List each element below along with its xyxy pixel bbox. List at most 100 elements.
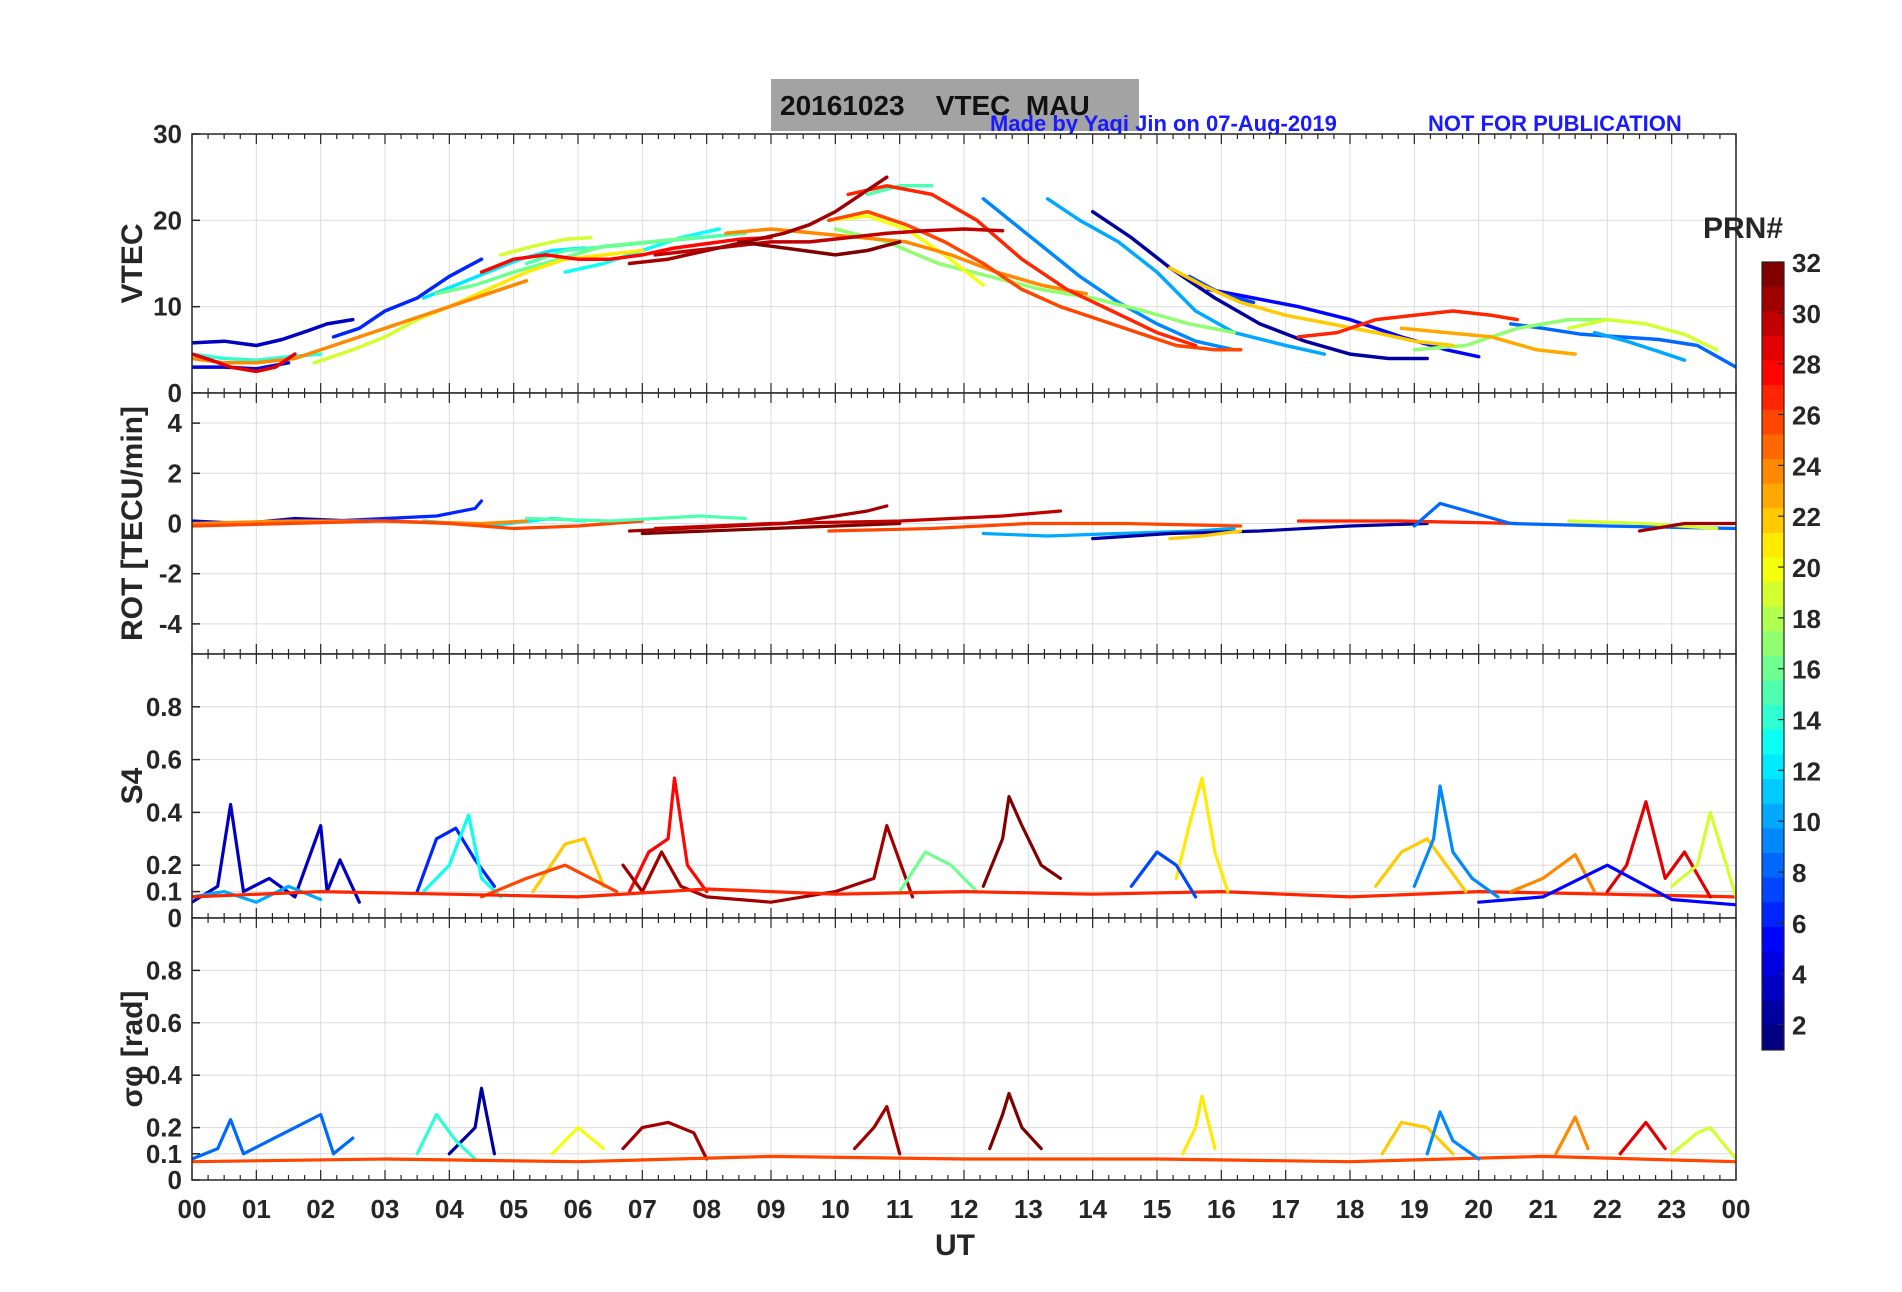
x-tick-label: 22 <box>1593 1194 1622 1224</box>
series-line-prn-21 <box>1174 776 1230 894</box>
series-line-prn-10 <box>1592 330 1687 362</box>
panel-frame <box>191 917 1737 1181</box>
colorbar-segment <box>1762 582 1784 608</box>
x-tick-label: 03 <box>371 1194 400 1224</box>
series-line-prn-14 <box>415 1112 477 1161</box>
series-line-prn-30 <box>653 509 1063 531</box>
series-line-prn-10 <box>981 526 1236 538</box>
colorbar-segment <box>1762 335 1784 361</box>
series-line-prn-15 <box>865 184 934 197</box>
series-line-prn-13 <box>422 813 503 899</box>
y-axis-label-sigma-phi: σφ [rad] <box>116 991 149 1108</box>
series-line-prn-32 <box>640 521 902 536</box>
series-line-prn-7 <box>1129 850 1198 899</box>
y-axis-label-rot: ROT [TECU/min] <box>116 406 149 641</box>
series-line-prn-16 <box>898 850 979 894</box>
series-line-prn-9 <box>1412 784 1500 899</box>
y-tick-label: 0 <box>168 378 182 408</box>
y-axis-label-vtec: VTEC <box>116 223 149 303</box>
colorbar-tick-label: 10 <box>1792 807 1821 837</box>
colorbar-segment <box>1762 262 1784 288</box>
colorbar-tick-label: 20 <box>1792 553 1821 583</box>
colorbar-segment <box>1762 311 1784 337</box>
colorbar-segment <box>1762 729 1784 755</box>
x-tick-label: 01 <box>242 1194 271 1224</box>
series-line-prn-32 <box>988 1091 1043 1151</box>
panel-rot: -4 -2 0 2 4 <box>159 392 1737 655</box>
x-tick-label: 20 <box>1464 1194 1493 1224</box>
series-line-prn-24 <box>724 227 1088 296</box>
series-line-prn-10 <box>192 884 323 904</box>
y-tick-label: 0 <box>168 509 182 539</box>
colorbar-segment <box>1762 951 1784 977</box>
series-line-prn-20 <box>550 1125 606 1156</box>
colorbar-segment <box>1762 705 1784 731</box>
y-tick-label: 0.8 <box>146 692 182 722</box>
series-line-prn-31 <box>852 1104 902 1156</box>
x-tick-label: 02 <box>306 1194 335 1224</box>
series-line-prn-27 <box>192 887 1736 899</box>
series-line-prn-28 <box>627 776 709 894</box>
series-line-prn-31 <box>621 823 915 904</box>
series-line-prn-27 <box>1296 309 1520 339</box>
y-tick-label: 0.1 <box>146 1139 182 1169</box>
chart-title: 20161023 VTEC MAU <box>780 90 1090 121</box>
colorbar-tick-label: 2 <box>1792 1011 1806 1041</box>
x-tick-label: 23 <box>1657 1194 1686 1224</box>
series-line-prn-22 <box>1168 266 1455 348</box>
y-tick-label: 30 <box>153 119 182 149</box>
colorbar-frame <box>1761 261 1785 1051</box>
colorbar-segment <box>1762 680 1784 706</box>
panel-sigma_phi: 00.10.2 0.4 0.6 0.8 <box>146 917 1737 1195</box>
colorbar-tick-label: 30 <box>1792 299 1821 329</box>
y-tick-label: 0.4 <box>146 1060 183 1090</box>
colorbar-tick-label: 16 <box>1792 655 1821 685</box>
series-line-prn-32 <box>737 240 902 257</box>
series-line-prn-21 <box>1181 1094 1217 1156</box>
series-line-prn-32 <box>981 794 1063 888</box>
series-line-prn-31 <box>627 175 889 266</box>
series-line-prn-27 <box>1296 519 1519 526</box>
series-line-prn-27 <box>846 184 1198 348</box>
series-line-prn-19 <box>1670 810 1736 899</box>
series-line-prn-20 <box>827 214 986 287</box>
series-line-prn-31 <box>1637 521 1736 533</box>
series-line-prn-5 <box>1206 287 1481 359</box>
series-line-prn-19 <box>499 235 593 257</box>
series-line-prn-2 <box>447 1086 496 1156</box>
y-tick-label: 0 <box>168 903 182 933</box>
y-tick-label: -2 <box>159 559 182 589</box>
series-line-prn-29 <box>192 352 297 374</box>
colorbar-segment <box>1762 532 1784 558</box>
series-line-prn-9 <box>981 197 1236 352</box>
series-line-prn-17 <box>833 227 1236 335</box>
y-tick-label: 0.2 <box>146 1113 182 1143</box>
series-line-prn-5 <box>1477 863 1736 907</box>
series-line-prn-22 <box>531 837 606 894</box>
x-tick-label: 00 <box>178 1194 207 1224</box>
y-tick-label: 2 <box>168 458 182 488</box>
series-group <box>192 1086 1736 1164</box>
series-line-prn-19 <box>1670 1125 1736 1161</box>
colorbar-segment <box>1762 803 1784 829</box>
colorbar-segment <box>1762 853 1784 879</box>
colorbar-segment <box>1762 926 1784 952</box>
colorbar-tick-label: 22 <box>1792 502 1821 532</box>
series-line-prn-17 <box>1412 317 1610 352</box>
x-tick-label: 13 <box>1014 1194 1043 1224</box>
colorbar-tick-label: 4 <box>1792 960 1807 990</box>
series-line-prn-28 <box>479 235 773 274</box>
x-tick-label: 18 <box>1336 1194 1365 1224</box>
colorbar-tick-label: 32 <box>1792 248 1821 278</box>
colorbar-segment <box>1762 286 1784 312</box>
colorbar-tick-label: 6 <box>1792 909 1806 939</box>
series-line-prn-21 <box>447 248 645 309</box>
x-tick-label: 21 <box>1529 1194 1558 1224</box>
x-tick-label: 10 <box>821 1194 850 1224</box>
colorbar-segment <box>1762 828 1784 854</box>
series-line-prn-19 <box>1566 317 1719 352</box>
colorbar-segment <box>1762 508 1784 534</box>
x-tick-label: 00 <box>1722 1194 1751 1224</box>
y-tick-label: 4 <box>168 408 183 438</box>
series-line-prn-26 <box>192 519 644 531</box>
